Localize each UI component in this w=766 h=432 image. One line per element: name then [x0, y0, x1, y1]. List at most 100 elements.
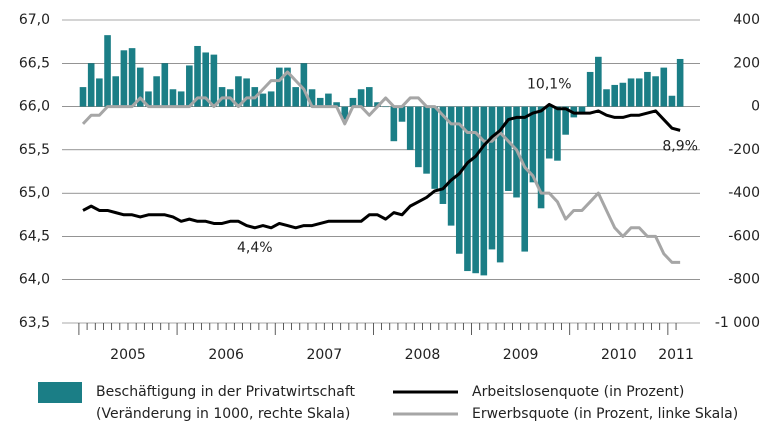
bar [464, 106, 471, 272]
bar [79, 87, 87, 107]
bar [603, 89, 610, 107]
bar [341, 106, 349, 120]
bar [595, 56, 602, 107]
bar [87, 63, 95, 107]
bar [259, 93, 267, 107]
bar [472, 106, 479, 274]
bar [398, 106, 406, 122]
x-tick-label: 2010 [601, 347, 637, 363]
bar [308, 89, 316, 107]
legend-label: Beschäftigung in der Privatwirtschaft [96, 384, 356, 400]
bar [635, 78, 643, 107]
bar [104, 35, 111, 107]
y2-tick-label: 200 [733, 55, 760, 71]
x-tick-label: 2006 [208, 347, 244, 363]
bar [439, 106, 447, 204]
y-tick-label: 67,0 [19, 12, 50, 28]
bar [210, 54, 218, 107]
y-tick-label: 64,5 [19, 228, 50, 244]
bar [316, 97, 324, 107]
annotation: 10,1% [527, 76, 571, 92]
bar [578, 106, 586, 114]
y-tick-label: 64,0 [19, 272, 50, 288]
y-tick-label: 66,5 [19, 55, 50, 71]
y-tick-label: 63,5 [19, 315, 50, 331]
bar [145, 91, 152, 107]
bar [611, 84, 618, 107]
bar [406, 106, 414, 150]
y2-tick-label: -200 [728, 142, 760, 158]
bar [194, 45, 201, 107]
bar [300, 63, 308, 107]
bar [627, 78, 635, 107]
bar [529, 106, 537, 183]
bar [455, 106, 463, 254]
y2-tick-label: 400 [733, 12, 760, 28]
bar [390, 106, 398, 142]
x-tick-label: 2011 [658, 347, 694, 363]
line [82, 102, 681, 230]
y2-tick-label: -1 000 [715, 315, 760, 331]
bar [186, 65, 193, 107]
bar [136, 67, 144, 107]
bar [128, 48, 136, 107]
bar [292, 87, 299, 107]
x-tick-label: 2008 [405, 347, 441, 363]
bar [169, 89, 177, 107]
bar [276, 67, 283, 107]
y2-tick-label: 0 [751, 99, 760, 115]
legend-note: (Veränderung in 1000, rechte Skala) [96, 406, 350, 422]
bar [325, 93, 332, 107]
y2-tick-label: -600 [728, 228, 760, 244]
bar [153, 76, 160, 107]
legend-label: Erwerbsquote (in Prozent, linke Skala) [472, 406, 738, 422]
bar [120, 50, 128, 107]
y-tick-label: 65,0 [19, 185, 50, 201]
legend-swatch [38, 382, 82, 403]
bar [382, 106, 389, 108]
bar [112, 76, 120, 107]
bar [521, 106, 529, 252]
bar [357, 89, 365, 107]
bar [96, 78, 103, 107]
bar [644, 71, 651, 107]
y-tick-label: 65,5 [19, 142, 50, 158]
y2-tick-label: -400 [728, 185, 760, 201]
x-tick-label: 2007 [306, 347, 342, 363]
line [81, 70, 681, 264]
bar [235, 76, 242, 107]
bar [447, 106, 455, 226]
bar [349, 97, 357, 107]
y2-tick-label: -800 [728, 272, 760, 288]
bar [423, 106, 430, 174]
bar [480, 106, 488, 276]
bar [284, 67, 291, 107]
bar [668, 95, 676, 107]
bar [586, 71, 594, 107]
bar [562, 106, 569, 135]
bar [177, 91, 185, 107]
bar [366, 87, 373, 107]
bar [496, 106, 504, 263]
bar [505, 106, 512, 191]
y-tick-label: 66,0 [19, 99, 50, 115]
bar [202, 52, 209, 107]
bar [676, 58, 684, 107]
bar [537, 106, 545, 209]
bar [619, 82, 627, 107]
bar [333, 102, 340, 107]
bar [161, 63, 169, 107]
bar [431, 106, 439, 189]
bar [243, 78, 250, 107]
bar [652, 76, 659, 107]
annotation: 8,9% [662, 138, 698, 154]
bar [488, 106, 496, 250]
bar [545, 106, 553, 159]
bar [415, 106, 422, 168]
bar [267, 91, 275, 107]
x-tick-label: 2009 [503, 347, 539, 363]
legend-label: Arbeitslosenquote (in Prozent) [472, 384, 684, 400]
bar [554, 106, 561, 161]
annotation: 4,4% [237, 240, 273, 256]
